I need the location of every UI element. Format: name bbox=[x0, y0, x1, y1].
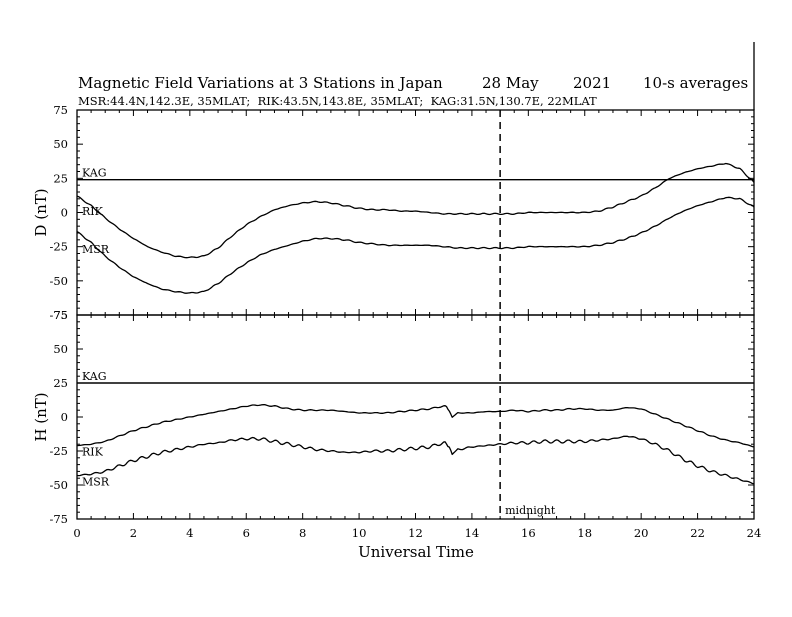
panel-h-frame bbox=[76, 314, 755, 520]
midnight-label: midnight bbox=[505, 504, 556, 517]
x-tick-label: 8 bbox=[299, 526, 306, 540]
panel-d-series-rik bbox=[76, 162, 755, 259]
panel-h-ytick-label: 50 bbox=[53, 342, 68, 356]
x-tick-label: 0 bbox=[73, 526, 80, 540]
x-axis-title: Universal Time bbox=[358, 543, 474, 561]
panel-h-ytick-label: -50 bbox=[49, 478, 68, 492]
panel-h-label-rik: RIK bbox=[82, 445, 104, 458]
panel-d-label-msr: MSR bbox=[82, 243, 110, 256]
panel-d-ytick-label: 75 bbox=[53, 103, 68, 117]
panel-h-ytick-label: -75 bbox=[49, 512, 68, 526]
panel-h-ytick-label: 0 bbox=[61, 410, 68, 424]
panel-d-ytick-label: -50 bbox=[49, 274, 68, 288]
x-tick-label: 18 bbox=[577, 526, 592, 540]
x-tick-label: 16 bbox=[521, 526, 536, 540]
x-tick-label: 4 bbox=[186, 526, 193, 540]
panel-d-ytick-label: 50 bbox=[53, 137, 68, 151]
panel-h-label-msr: MSR bbox=[82, 475, 110, 488]
panel-d-ytick-label: 25 bbox=[53, 171, 68, 185]
panel-d-ytick-label: -75 bbox=[49, 308, 68, 322]
panel-d-ytick-label: -25 bbox=[49, 240, 68, 254]
chart-title: Magnetic Field Variations at 3 Stations … bbox=[78, 74, 443, 92]
chart-year: 2021 bbox=[573, 74, 611, 92]
x-tick-label: 10 bbox=[352, 526, 367, 540]
panel-h-label-kag: KAG bbox=[82, 370, 107, 383]
panel-d-series-msr bbox=[76, 196, 755, 294]
x-tick-label: 6 bbox=[243, 526, 250, 540]
panel-d-frame bbox=[76, 109, 755, 316]
panel-h-ytick-label: 75 bbox=[53, 308, 68, 322]
panel-h-ytick-label: 25 bbox=[53, 376, 68, 390]
x-tick-label: 22 bbox=[690, 526, 705, 540]
x-tick-label: 12 bbox=[408, 526, 423, 540]
panel-h-series-rik bbox=[76, 403, 755, 448]
panel-d-label-rik: RIK bbox=[82, 205, 104, 218]
panel-h-y-axis-title: H (nT) bbox=[32, 392, 50, 441]
panel-h-series-msr bbox=[76, 435, 755, 485]
x-tick-label: 2 bbox=[130, 526, 137, 540]
x-tick-label: 20 bbox=[634, 526, 649, 540]
plot-layer: 75 50 25 0 -25 -50 -75 D (nT) KAG RIK MSR 75 50 25 0 -2… bbox=[32, 103, 761, 540]
x-tick-label: 14 bbox=[465, 526, 480, 540]
chart-header: Magnetic Field Variations at 3 Stations … bbox=[78, 74, 748, 108]
station-coordinates: MSR:44.4N,142.3E, 35MLAT; RIK:43.5N,143.… bbox=[78, 94, 597, 108]
x-tick-label: 24 bbox=[747, 526, 762, 540]
panel-d-label-kag: KAG bbox=[82, 167, 107, 180]
panel-d-y-axis-title: D (nT) bbox=[32, 188, 50, 236]
chart-averaging: 10-s averages bbox=[643, 74, 748, 92]
chart-date: 28 May bbox=[482, 74, 539, 92]
panel-h-ytick-label: -25 bbox=[49, 444, 68, 458]
panel-d-ytick-label: 0 bbox=[61, 206, 68, 220]
